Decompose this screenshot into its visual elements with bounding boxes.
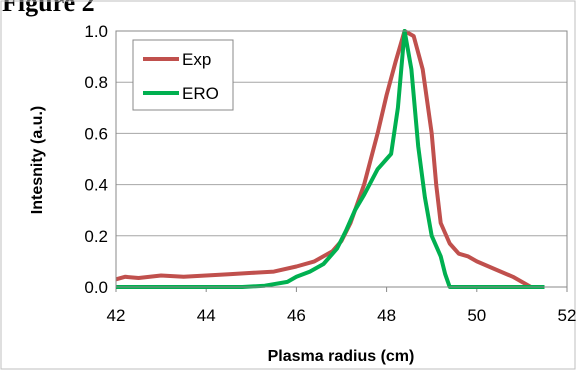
legend-label-exp: Exp [182, 50, 211, 69]
y-tick-label: 0.6 [84, 124, 108, 143]
x-tick-label: 48 [377, 306, 396, 325]
series-line-ero [116, 29, 545, 289]
y-tick-label: 0.8 [84, 73, 108, 92]
legend: Exp ERO [132, 39, 234, 111]
x-tick-label: 44 [197, 306, 216, 325]
y-tick-label: 0.2 [84, 227, 108, 246]
x-tick-label: 46 [287, 306, 306, 325]
x-tick-label: 50 [467, 306, 486, 325]
figure-label: Figure 2 [2, 0, 95, 17]
x-tick-label: 42 [107, 306, 126, 325]
y-tick-label: 1.0 [84, 22, 108, 41]
x-axis-label: Plasma radius (cm) [268, 348, 415, 365]
series-line-exp [115, 29, 532, 289]
y-tick-label: 0.0 [84, 278, 108, 297]
y-tick-label: 0.4 [84, 176, 108, 195]
y-axis-label: Intesnity (a.u.) [29, 106, 46, 214]
series-layer [115, 29, 545, 289]
legend-label-ero: ERO [182, 84, 219, 103]
plot-area-border [115, 30, 568, 288]
tick-labels: 0.0 0.2 0.4 0.6 0.8 1.0 42 44 46 48 50 52 [84, 22, 576, 325]
legend-box [132, 39, 234, 111]
x-tick-label: 52 [558, 306, 577, 325]
